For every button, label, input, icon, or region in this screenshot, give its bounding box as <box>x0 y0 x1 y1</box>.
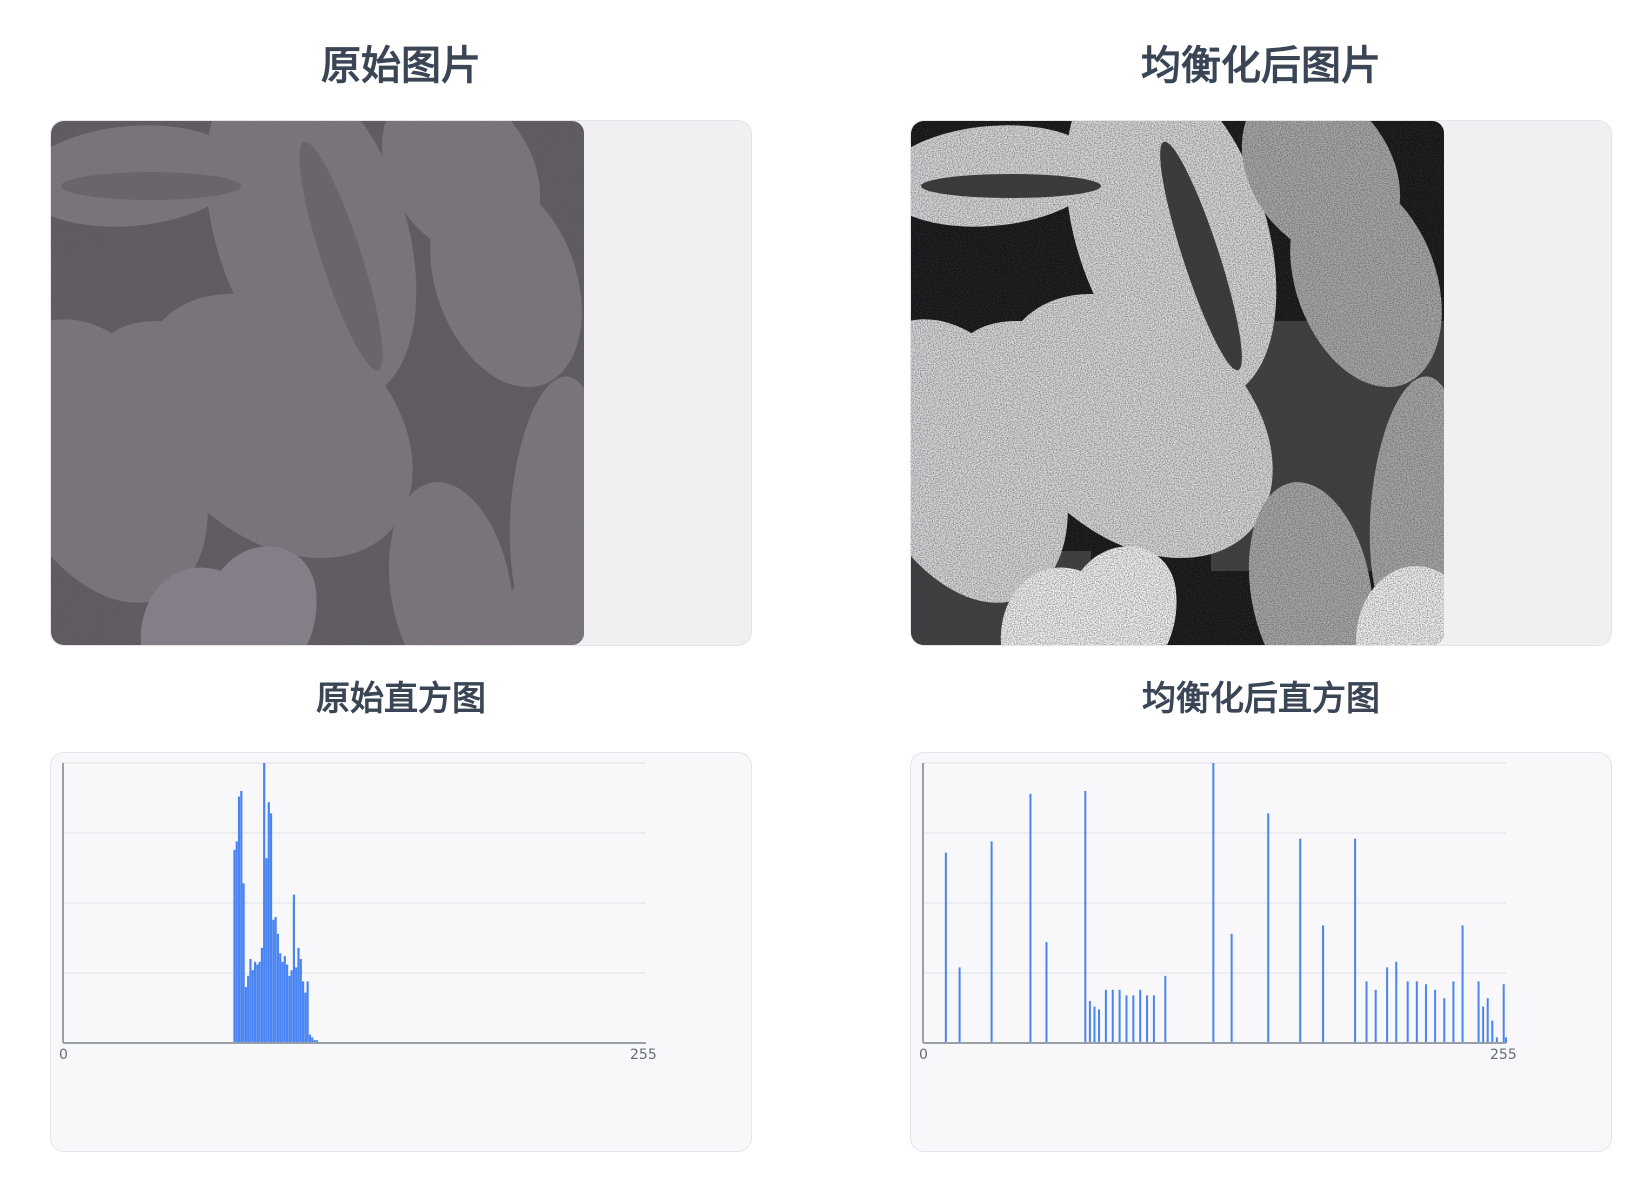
hist-bar <box>288 976 290 1043</box>
x-tick-min: 0 <box>59 1047 68 1063</box>
hist-bar <box>1487 998 1489 1043</box>
equalized-histogram: 0 255 <box>911 753 1611 1151</box>
original-hist-title: 原始直方图 <box>50 674 752 724</box>
hist-bar <box>1231 934 1233 1043</box>
hist-bar <box>945 853 947 1043</box>
hist-bar <box>1132 995 1134 1043</box>
hist-bar <box>268 802 270 1043</box>
original-hist-panel: 0 255 <box>50 752 752 1152</box>
original-image <box>51 121 751 645</box>
original-histogram: 0 255 <box>51 753 751 1151</box>
hist-bar <box>1029 794 1031 1043</box>
hist-bar <box>254 962 256 1043</box>
hist-bar <box>1164 976 1166 1043</box>
x-tick-max: 255 <box>630 1047 657 1063</box>
original-image-title: 原始图片 <box>50 36 752 96</box>
equalized-hist-panel: 0 255 <box>910 752 1612 1152</box>
hist-bar <box>277 934 279 1043</box>
hist-bar <box>293 895 295 1043</box>
hist-bar <box>1462 925 1464 1043</box>
hist-bar <box>1139 990 1141 1043</box>
hist-bar <box>243 883 245 1043</box>
hist-bar <box>1434 990 1436 1043</box>
hist-bar <box>991 841 993 1043</box>
hist-bar <box>249 959 251 1043</box>
hist-bar <box>1452 981 1454 1043</box>
equalized-hist-title: 均衡化后直方图 <box>910 674 1612 724</box>
hist-bar <box>286 965 288 1043</box>
hist-bar <box>252 970 254 1043</box>
hist-bar <box>291 970 293 1043</box>
hist-bar <box>1146 995 1148 1043</box>
hist-bar <box>1366 981 1368 1043</box>
hist-bar <box>300 959 302 1043</box>
hist-bar <box>1105 990 1107 1043</box>
hist-bar <box>1478 981 1480 1043</box>
hist-bar <box>1491 1021 1493 1043</box>
hist-bar <box>272 920 274 1043</box>
hist-bar <box>281 962 283 1043</box>
hist-bar <box>279 953 281 1043</box>
hist-bar <box>256 965 258 1043</box>
hist-bar <box>270 813 272 1043</box>
hist-bar <box>1089 1001 1091 1043</box>
hist-bar <box>259 962 261 1043</box>
hist-bar <box>1416 981 1418 1043</box>
hist-bar <box>265 858 267 1043</box>
hist-bar <box>1375 990 1377 1043</box>
hist-bar <box>1482 1007 1484 1043</box>
hist-bar <box>309 1035 311 1043</box>
hist-bar <box>302 981 304 1043</box>
hist-bar <box>1125 995 1127 1043</box>
hist-bar <box>959 967 961 1043</box>
hist-bar <box>245 987 247 1043</box>
hist-bar <box>1098 1009 1100 1043</box>
hist-bar <box>1395 962 1397 1043</box>
hist-bar <box>261 948 263 1043</box>
hist-bar <box>295 967 297 1043</box>
hist-bar <box>1267 813 1269 1043</box>
hist-bar <box>1425 984 1427 1043</box>
hist-bar <box>238 797 240 1043</box>
hist-bar <box>1299 839 1301 1043</box>
hist-bar <box>263 763 265 1043</box>
hist-bar <box>236 841 238 1043</box>
hist-bar <box>284 956 286 1043</box>
hist-bar <box>1503 984 1505 1043</box>
hist-bar <box>1386 967 1388 1043</box>
hist-bar <box>297 948 299 1043</box>
hist-bar <box>304 993 306 1043</box>
hist-bar <box>1093 1007 1095 1043</box>
hist-bar <box>1443 998 1445 1043</box>
hist-bar <box>1045 942 1047 1043</box>
hist-bar <box>1084 791 1086 1043</box>
equalized-image <box>911 121 1611 645</box>
hist-bar <box>233 850 235 1043</box>
x-tick-min: 0 <box>919 1047 928 1063</box>
hist-bar <box>1119 990 1121 1043</box>
hist-bar <box>1153 995 1155 1043</box>
hist-bar <box>307 981 309 1043</box>
hist-bar <box>1212 763 1214 1043</box>
x-tick-max: 255 <box>1490 1047 1517 1063</box>
hist-bar <box>240 791 242 1043</box>
hist-bar <box>1112 990 1114 1043</box>
hist-bar <box>1354 839 1356 1043</box>
hist-bar <box>1322 925 1324 1043</box>
hist-bar <box>1407 981 1409 1043</box>
original-image-panel <box>50 120 752 646</box>
hist-bar <box>275 917 277 1043</box>
equalized-image-panel <box>910 120 1612 646</box>
equalized-image-title: 均衡化后图片 <box>910 36 1612 96</box>
hist-bar <box>247 976 249 1043</box>
